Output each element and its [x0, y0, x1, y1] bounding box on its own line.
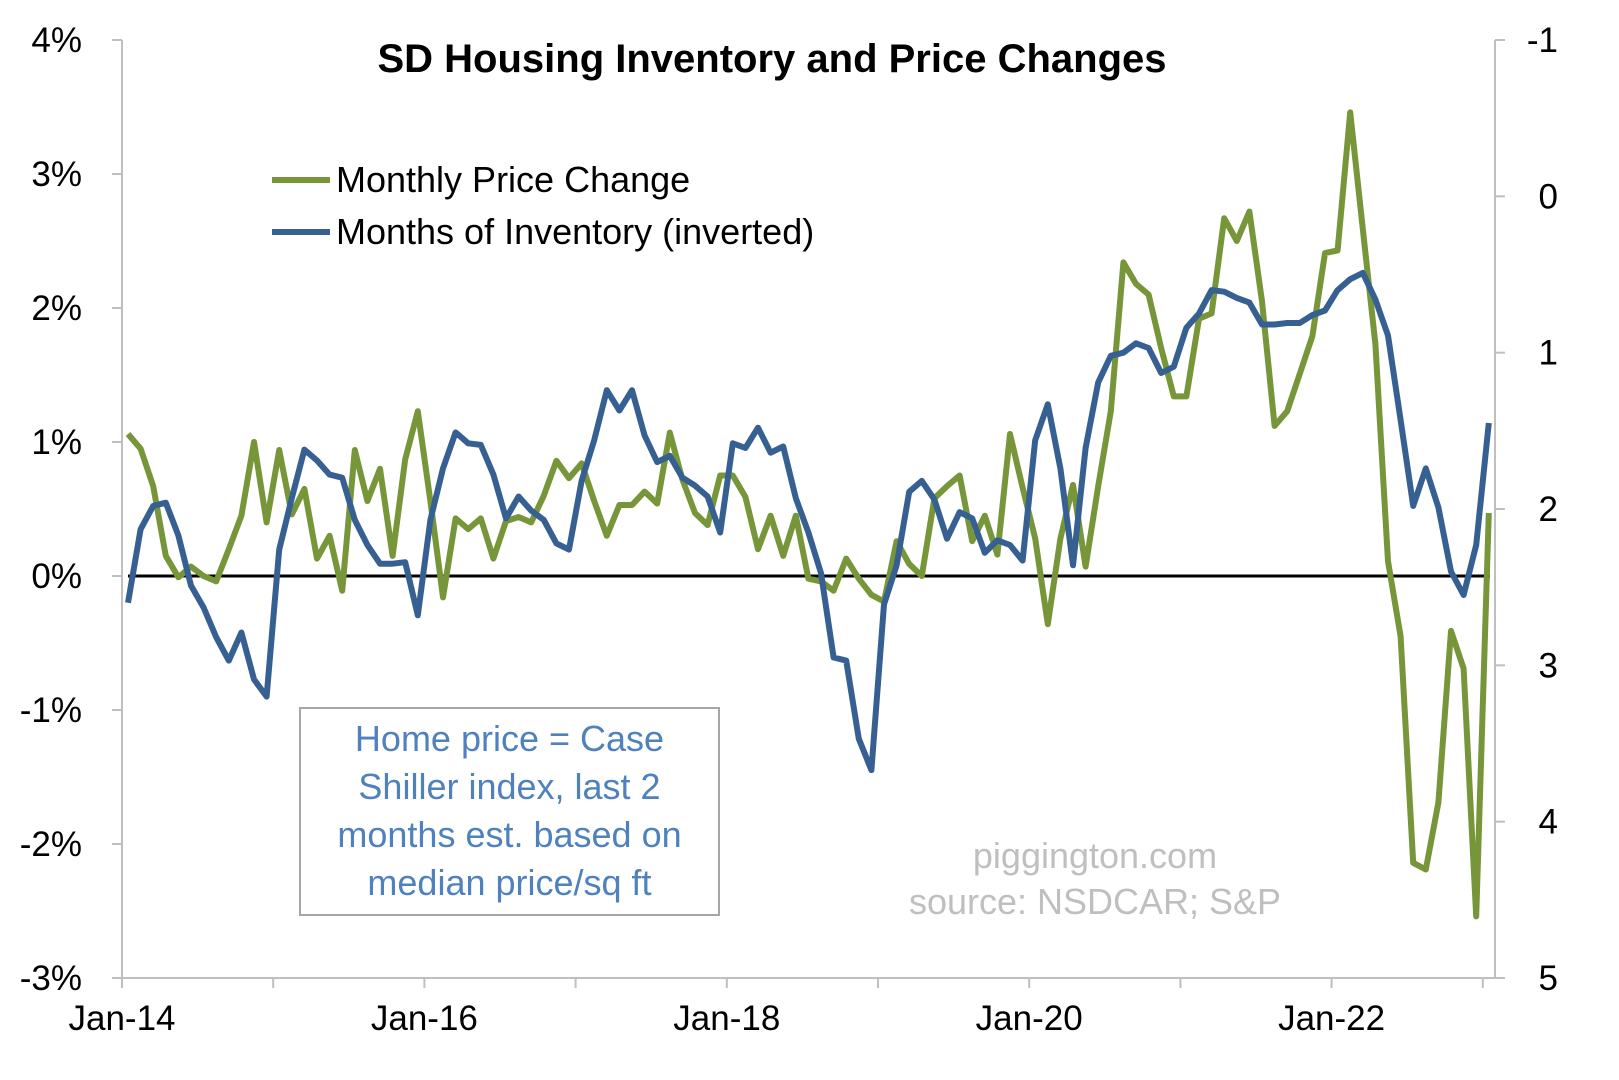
left-tick-label: 2%	[31, 289, 82, 328]
x-tick-label: Jan-20	[976, 999, 1083, 1038]
annotation-line: Shiller index, last 2	[358, 766, 661, 807]
x-tick-label: Jan-18	[673, 999, 780, 1038]
x-tick-label: Jan-14	[68, 999, 175, 1038]
legend-label-inventory: Months of Inventory (inverted)	[336, 211, 814, 252]
right-tick-label: 0	[1539, 177, 1558, 216]
watermark: piggington.com source: NSDCAR; S&P	[860, 833, 1330, 925]
right-tick-label: 2	[1539, 490, 1558, 529]
right-tick-label: 5	[1539, 959, 1558, 998]
left-tick-label: -3%	[20, 959, 82, 998]
series-lines	[125, 109, 1492, 920]
left-tick-label: -1%	[20, 691, 82, 730]
price-change-line	[125, 109, 1492, 920]
watermark-site: piggington.com	[972, 835, 1218, 876]
left-tick-label: 4%	[31, 21, 82, 60]
right-tick-label: 4	[1539, 803, 1558, 842]
chart-title: SD Housing Inventory and Price Changes	[377, 37, 1166, 81]
right-tick-label: 3	[1539, 646, 1558, 685]
annotation-line: median price/sq ft	[367, 862, 652, 903]
x-tick-label: Jan-16	[371, 999, 478, 1038]
left-tick-label: -2%	[20, 825, 82, 864]
annotation-line: months est. based on	[337, 814, 682, 855]
axes: 4% 3% 2% 1% 0% -1% -2% -3% -1 0 1 2 3 4 5 Jan-14 Jan-16 J…	[20, 21, 1558, 1038]
watermark-source: source: NSDCAR; S&P	[908, 881, 1282, 922]
inventory-line	[125, 269, 1492, 774]
x-tick-label: Jan-22	[1278, 999, 1385, 1038]
annotation-line: Home price = Case	[354, 718, 665, 759]
right-tick-label: 1	[1539, 334, 1558, 373]
left-tick-label: 0%	[31, 557, 82, 596]
right-tick-label: -1	[1527, 21, 1558, 60]
legend: Monthly Price Change Months of Inventory…	[272, 159, 814, 252]
annotation-box: Home price = Case Shiller index, last 2 …	[299, 707, 720, 916]
legend-label-price: Monthly Price Change	[336, 159, 690, 200]
left-tick-label: 1%	[31, 423, 82, 462]
left-tick-label: 3%	[31, 155, 82, 194]
